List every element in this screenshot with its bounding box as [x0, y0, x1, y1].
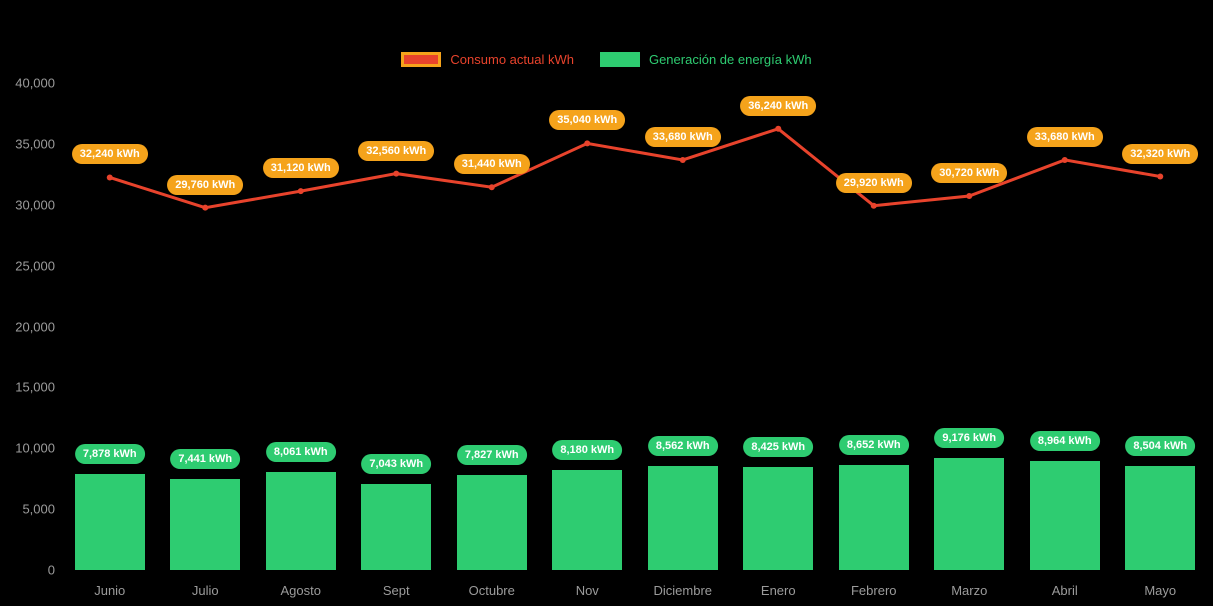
consumption-line-point[interactable]	[775, 125, 782, 132]
generation-bar[interactable]	[934, 458, 1005, 570]
x-axis-label: Julio	[191, 583, 219, 598]
x-axis-label: Abril	[1051, 583, 1078, 598]
generation-value-label: 8,425 kWh	[743, 437, 814, 458]
chart-legend: Consumo actual kWh Generación de energía…	[0, 52, 1213, 67]
consumption-line-point[interactable]	[297, 188, 304, 195]
consumption-line-point[interactable]	[393, 170, 400, 177]
generation-bar[interactable]	[647, 465, 718, 570]
generation-bar[interactable]	[838, 464, 909, 570]
generation-value-label: 8,652 kWh	[838, 434, 909, 455]
consumption-line-point[interactable]	[106, 174, 113, 181]
consumption-value-label: 29,760 kWh	[167, 174, 244, 195]
x-axis-label: Mayo	[1144, 583, 1177, 598]
generation-value-label: 7,827 kWh	[456, 444, 527, 465]
generation-value-label: 9,176 kWh	[934, 428, 1005, 449]
y-axis-tick-label: 5,000	[22, 501, 55, 517]
y-axis-tick-label: 25,000	[15, 258, 55, 274]
generation-bar[interactable]	[1125, 466, 1196, 570]
generacion-legend-swatch	[599, 52, 640, 67]
y-axis-tick-label: 40,000	[15, 75, 55, 91]
x-axis-label: Febrero	[850, 583, 897, 598]
consumption-value-label: 31,440 kWh	[453, 154, 530, 175]
consumption-value-label: 30,720 kWh	[931, 162, 1008, 183]
generation-bar[interactable]	[265, 471, 336, 570]
consumption-line-point[interactable]	[584, 140, 591, 147]
generation-bar[interactable]	[361, 484, 432, 570]
legend-item-generacion[interactable]: Generación de energía kWh	[599, 52, 812, 67]
generation-value-label: 8,180 kWh	[552, 440, 623, 461]
x-axis-label: Enero	[760, 583, 796, 598]
consumption-value-label: 29,920 kWh	[835, 172, 912, 193]
consumption-value-label: 31,120 kWh	[262, 158, 339, 179]
consumption-line-point[interactable]	[1061, 156, 1068, 163]
consumption-value-label: 32,320 kWh	[1122, 143, 1199, 164]
consumption-value-label: 32,240 kWh	[71, 144, 148, 165]
consumo-legend-label: Consumo actual kWh	[450, 52, 574, 67]
generation-bar[interactable]	[743, 467, 814, 570]
x-axis-label: Agosto	[280, 583, 321, 598]
generation-value-label: 8,061 kWh	[265, 441, 336, 462]
generation-bar[interactable]	[170, 479, 241, 570]
generation-value-label: 7,043 kWh	[361, 454, 432, 475]
generation-value-label: 8,964 kWh	[1029, 430, 1100, 451]
generation-value-label: 7,441 kWh	[170, 449, 241, 470]
y-axis-tick-label: 30,000	[15, 197, 55, 213]
generation-bar[interactable]	[74, 474, 145, 570]
consumption-line	[109, 127, 1161, 210]
consumption-value-label: 36,240 kWh	[740, 95, 817, 116]
consumption-line-point[interactable]	[966, 192, 973, 199]
generation-bar[interactable]	[1029, 460, 1100, 570]
x-axis-label: Diciembre	[653, 583, 713, 598]
consumption-line-point[interactable]	[488, 184, 495, 191]
generation-value-label: 8,504 kWh	[1125, 436, 1196, 457]
y-axis-tick-label: 15,000	[15, 379, 55, 395]
consumption-line-point[interactable]	[679, 156, 686, 163]
legend-item-consumo[interactable]: Consumo actual kWh	[401, 52, 574, 67]
consumption-value-label: 33,680 kWh	[644, 126, 721, 147]
consumo-legend-swatch	[401, 52, 442, 67]
consumption-value-label: 32,560 kWh	[358, 140, 435, 161]
x-axis-label: Octubre	[468, 583, 515, 598]
x-axis-label: Junio	[94, 583, 126, 598]
generacion-legend-label: Generación de energía kWh	[648, 52, 812, 67]
consumption-value-label: 33,680 kWh	[1026, 126, 1103, 147]
generation-value-label: 8,562 kWh	[647, 435, 718, 456]
y-axis-tick-label: 10,000	[15, 440, 55, 456]
generation-bar[interactable]	[552, 470, 623, 570]
x-axis-label: Sept	[382, 583, 410, 598]
y-axis-tick-label: 20,000	[15, 319, 55, 334]
y-axis-tick-label: 35,000	[15, 136, 55, 152]
x-axis-label: Marzo	[951, 583, 988, 598]
generation-bar[interactable]	[456, 474, 527, 570]
consumption-line-point[interactable]	[202, 204, 209, 211]
x-axis-label: Nov	[575, 583, 599, 598]
consumption-line-point[interactable]	[1157, 173, 1164, 180]
generation-value-label: 7,878 kWh	[74, 444, 145, 465]
y-axis-tick-label: 0	[47, 562, 55, 578]
consumption-value-label: 35,040 kWh	[549, 110, 626, 131]
consumption-line-point[interactable]	[870, 202, 877, 209]
